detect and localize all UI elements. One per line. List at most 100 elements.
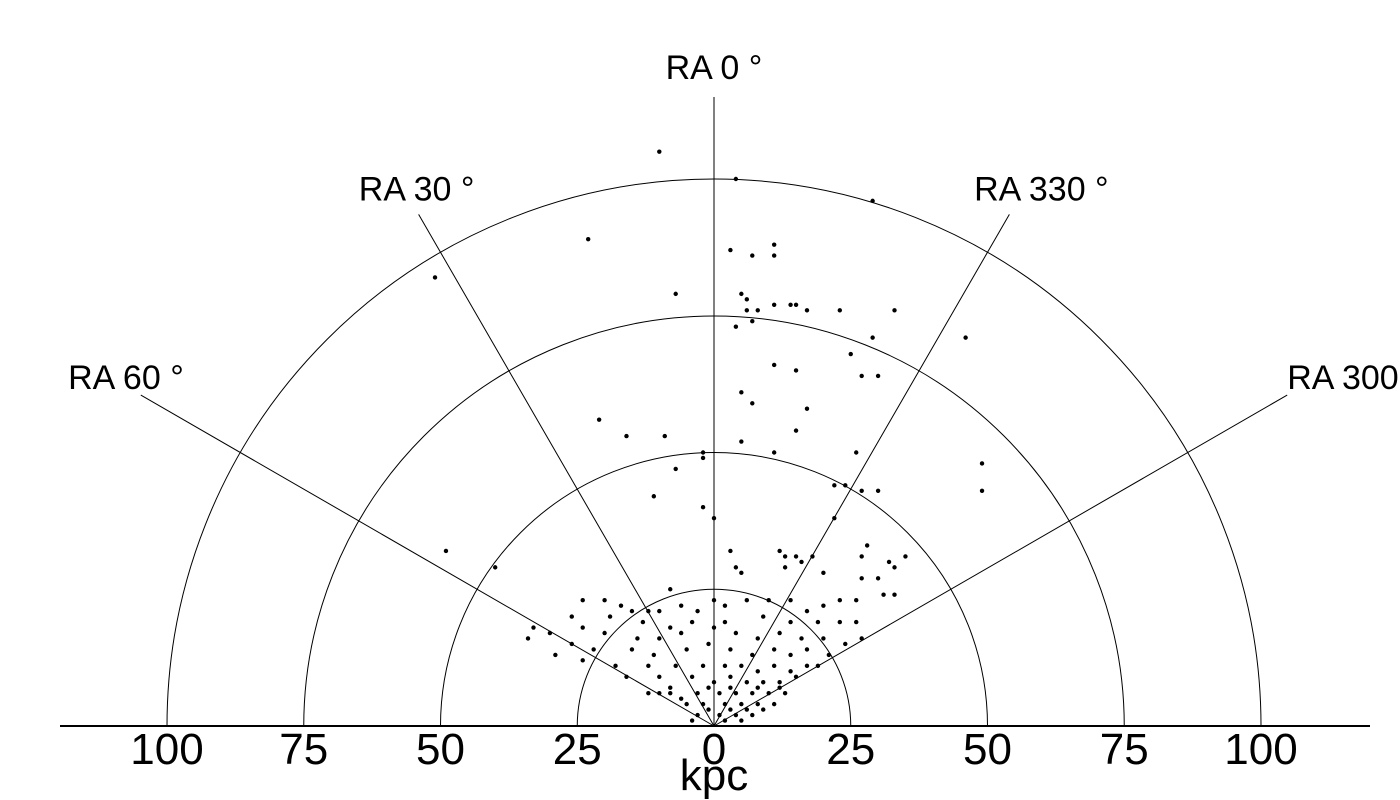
data-point [859, 576, 864, 581]
data-point [585, 236, 591, 242]
data-point [771, 302, 777, 308]
data-point [553, 652, 558, 658]
data-point [668, 685, 673, 690]
data-point [821, 570, 826, 576]
data-point [771, 362, 777, 368]
data-point [766, 690, 771, 696]
ra-spokes [140, 96, 1288, 727]
distance-tick-labels: 100 75 50 25 0 25 50 75 100 [130, 725, 1297, 774]
data-point [711, 597, 717, 603]
tick-left-100: 100 [130, 725, 203, 774]
data-point [700, 701, 706, 707]
data-point [657, 690, 662, 696]
data-point [700, 663, 706, 669]
data-point [804, 663, 810, 669]
data-point [821, 636, 826, 641]
data-point [706, 641, 711, 647]
data-point [739, 718, 744, 723]
data-points [432, 149, 985, 723]
data-point [826, 652, 832, 658]
data-point [821, 603, 826, 608]
data-point [624, 674, 629, 679]
data-point [678, 603, 684, 608]
data-point [722, 619, 728, 625]
data-point [640, 619, 646, 625]
tick-center-0: 0 [702, 725, 726, 774]
data-point [613, 663, 618, 669]
data-point [525, 636, 531, 641]
data-point [766, 597, 771, 603]
data-point [788, 619, 793, 625]
data-point [689, 619, 695, 625]
data-point [750, 652, 755, 658]
data-point [771, 242, 777, 247]
data-point [750, 712, 755, 718]
data-point [629, 608, 635, 614]
data-point [750, 253, 755, 258]
data-point [443, 548, 449, 554]
data-point [777, 680, 782, 685]
data-point [662, 433, 667, 439]
data-point [739, 570, 744, 576]
data-point [854, 619, 859, 625]
data-point [755, 308, 760, 313]
data-point [689, 674, 695, 679]
data-point [733, 712, 739, 718]
data-point [651, 652, 657, 658]
data-point [859, 636, 864, 641]
data-point [854, 597, 859, 603]
ra-label-30: RA 30 ° [359, 170, 475, 208]
data-point [717, 690, 722, 696]
ra-label-330: RA 330 ° [974, 170, 1109, 208]
data-point [864, 543, 870, 548]
data-point [875, 488, 881, 493]
data-point [744, 680, 750, 685]
data-point [695, 690, 700, 696]
data-point [651, 494, 657, 499]
data-point [722, 701, 728, 707]
tick-right-25: 25 [826, 725, 875, 774]
data-point [843, 641, 848, 647]
data-point [711, 625, 717, 630]
data-point [722, 663, 728, 669]
data-point [618, 603, 624, 608]
data-point [580, 658, 585, 663]
data-point [684, 701, 689, 707]
data-point [804, 406, 810, 411]
data-point [837, 597, 843, 603]
data-point [569, 641, 574, 647]
tick-right-100: 100 [1224, 725, 1297, 774]
data-point [668, 587, 673, 592]
data-point [547, 630, 553, 636]
data-point [602, 630, 607, 636]
data-point [815, 663, 821, 669]
data-point [673, 466, 678, 472]
data-point [629, 647, 635, 652]
data-point [804, 308, 810, 313]
spoke-ra-60 [140, 394, 715, 727]
data-point [728, 685, 733, 690]
data-point [706, 685, 711, 690]
data-point [646, 663, 651, 669]
data-point [733, 630, 739, 636]
data-point [695, 608, 700, 614]
data-point [750, 319, 755, 324]
data-point [602, 597, 607, 603]
data-point [607, 614, 613, 619]
data-point [678, 696, 684, 701]
data-point [755, 701, 760, 707]
data-point [739, 291, 744, 297]
data-point [739, 663, 744, 669]
data-point [771, 450, 777, 455]
data-point [722, 718, 728, 723]
data-point [739, 701, 744, 707]
data-point [711, 515, 717, 521]
ra-labels: RA 60 ° RA 30 ° RA 0 ° RA 330 ° RA 300 ° [68, 49, 1400, 397]
data-point [657, 636, 662, 641]
data-point [646, 608, 651, 614]
data-point [777, 630, 782, 636]
data-point [963, 335, 968, 340]
data-point [569, 614, 574, 619]
data-point [859, 488, 864, 493]
data-point [837, 308, 843, 313]
